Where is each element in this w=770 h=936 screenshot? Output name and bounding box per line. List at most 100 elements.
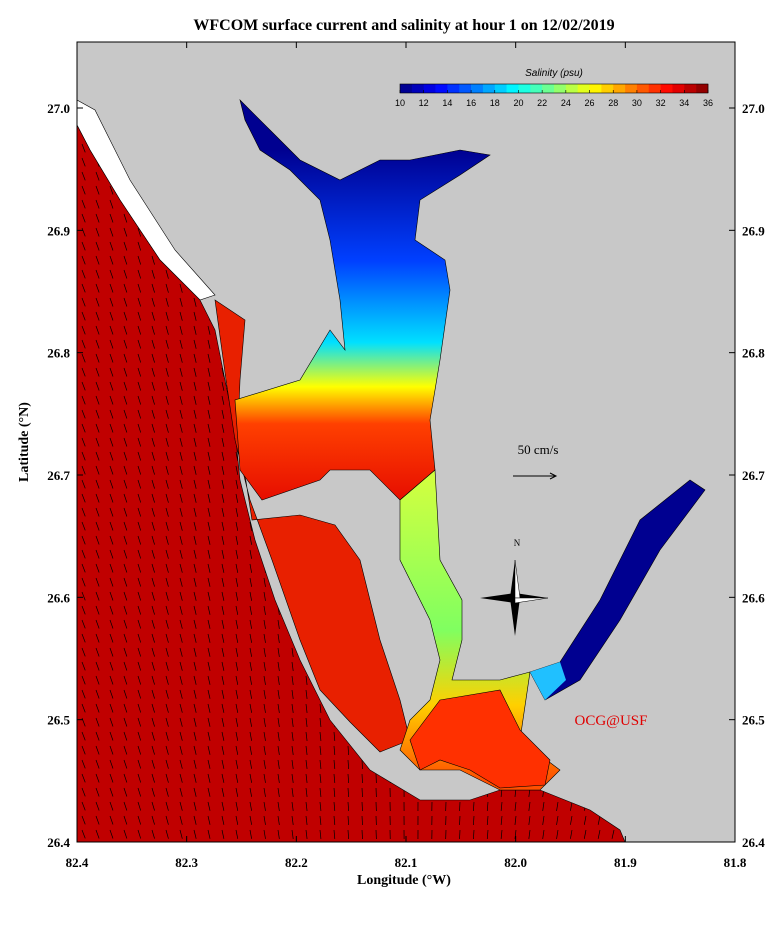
current-vector [109,689,114,699]
current-vector [95,801,100,811]
current-vector [193,507,197,517]
current-vector [347,759,350,770]
current-vector [95,185,100,195]
current-vector [137,311,142,321]
current-vector [151,311,155,321]
current-vector [221,479,225,489]
current-vector [123,451,128,461]
current-vector [109,283,114,293]
current-vector [81,675,86,685]
current-vector [277,647,280,657]
current-vector [95,689,100,699]
current-vector [81,353,86,363]
current-vector [95,213,100,223]
current-vector [221,409,225,419]
current-vector [319,717,322,727]
current-vector [361,787,363,798]
current-vector [207,759,211,769]
current-vector [249,829,252,839]
current-vector [193,815,197,825]
current-vector [179,297,183,307]
current-vector [165,423,169,433]
current-vector [109,773,114,783]
current-vector [235,451,239,461]
current-vector [123,311,128,321]
current-vector [347,787,350,798]
current-vector [305,759,308,769]
current-vector [570,829,573,839]
current-vector [109,325,114,335]
current-vector [95,493,100,503]
current-vector [570,815,573,825]
current-vector [193,829,197,839]
current-vector [137,395,142,405]
current-vector [249,731,252,741]
current-vector [179,339,183,349]
current-vector [235,675,239,685]
current-vector [263,661,266,671]
colorbar-frame [399,83,709,94]
current-vector [319,731,322,741]
current-vector [179,577,183,587]
current-vector [221,521,225,531]
current-vector [109,745,114,755]
current-vector [137,465,142,475]
current-vector [109,409,114,419]
current-vector [207,423,211,433]
current-vector [361,815,363,826]
current-vector [207,801,211,811]
current-vector [193,381,197,391]
current-vector [109,675,114,685]
current-vector [528,801,531,811]
current-vector [109,787,114,797]
current-vector [123,465,128,475]
current-vector [263,591,266,601]
current-vector [81,745,86,755]
current-vector [263,815,266,825]
current-vector [221,563,225,573]
current-vector [179,619,183,629]
current-vector [207,507,211,517]
current-vector [81,535,86,545]
current-vector [473,829,475,840]
current-vector [570,801,573,811]
current-vector [221,619,225,629]
current-vector [207,437,211,447]
x-tick-label: 82.4 [66,855,89,870]
current-vector [95,619,100,629]
current-vector [179,829,183,839]
current-vector [207,675,211,685]
current-vector [151,367,155,377]
current-vector [249,689,252,699]
current-vector [500,815,503,825]
current-vector [179,787,183,797]
current-vector [137,591,142,601]
current-vector [305,675,308,685]
current-vector [109,717,114,727]
current-vector [249,675,252,685]
current-vector [109,227,114,237]
current-vector [165,577,169,587]
current-vector [235,787,239,797]
current-vector [109,549,114,559]
current-vector [221,381,225,391]
current-vector [235,815,239,825]
current-vector [193,395,197,405]
current-vector [235,605,239,615]
current-vector [235,563,239,573]
current-vector [179,325,183,335]
current-vector [207,703,211,713]
colorbar-title: Salinity (psu) [525,68,583,79]
current-vector [221,801,225,811]
current-vector [277,829,280,839]
current-vector [95,773,100,783]
current-vector [165,479,169,489]
current-vector [123,675,128,685]
current-vector [179,507,183,517]
current-vector [81,185,86,195]
current-vector [556,829,559,839]
current-vector [235,647,239,657]
current-vector [165,689,169,699]
current-vector [221,773,225,783]
current-vector [151,395,155,405]
